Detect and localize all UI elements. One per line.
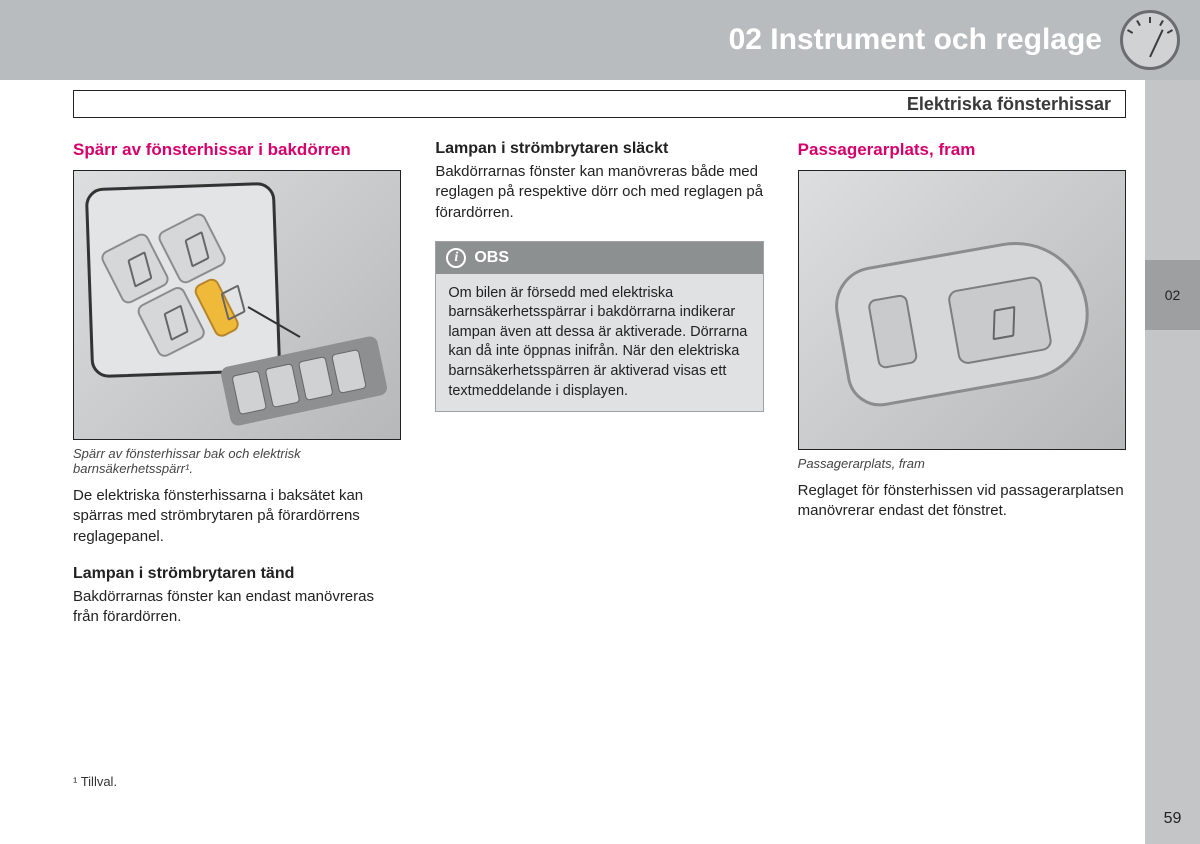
chapter-banner: 02 Instrument och reglage — [0, 0, 1200, 80]
col1-sub1-title: Lampan i strömbrytaren tänd — [73, 565, 401, 583]
col1-sub1-body: Bakdörrarnas fönster kan endast manövrer… — [73, 587, 401, 628]
page-number-box: 59 — [1145, 794, 1200, 844]
section-header-box: Elektriska fönsterhissar — [73, 90, 1126, 118]
obs-body: Om bilen är försedd med elektriska barns… — [436, 274, 762, 411]
footnote: ¹ Tillval. — [73, 774, 117, 789]
footnote-text: ¹ Tillval. — [73, 774, 117, 789]
col1-body: De elektriska fönsterhissarna i baksätet… — [73, 486, 401, 547]
column-3: Passagerarplats, fram Passagerarplats, f… — [798, 140, 1126, 627]
figure-rear-lock — [73, 170, 401, 440]
side-tab-chapter: 02 — [1145, 260, 1200, 330]
column-1: Spärr av fönsterhissar i bakdörren Spärr… — [73, 140, 401, 627]
side-tab-label: 02 — [1165, 287, 1181, 303]
col2-body: Bakdörrarnas fönster kan manövreras både… — [435, 162, 763, 223]
section-header-title: Elektriska fönsterhissar — [907, 94, 1111, 115]
figure-passenger — [798, 170, 1126, 450]
gauge-icon — [1120, 10, 1180, 70]
chapter-title: 02 Instrument och reglage — [729, 23, 1102, 57]
page-number: 59 — [1164, 810, 1182, 828]
obs-callout: i OBS Om bilen är försedd med elektriska… — [435, 241, 763, 412]
figure-b-caption: Passagerarplats, fram — [798, 456, 1126, 471]
col3-heading: Passagerarplats, fram — [798, 140, 1126, 160]
obs-header: i OBS — [436, 242, 762, 274]
col3-body: Reglaget för fönsterhissen vid passagera… — [798, 481, 1126, 522]
content-grid: Spärr av fönsterhissar i bakdörren Spärr… — [73, 140, 1126, 627]
col2-heading: Lampan i strömbrytaren släckt — [435, 140, 763, 158]
figure-a-caption: Spärr av fönsterhissar bak och elektrisk… — [73, 446, 401, 476]
side-tab-bg — [1145, 80, 1200, 795]
col1-heading: Spärr av fönsterhissar i bakdörren — [73, 140, 401, 160]
column-2: Lampan i strömbrytaren släckt Bakdörrarn… — [435, 140, 763, 627]
info-icon: i — [446, 248, 466, 268]
obs-label: OBS — [474, 249, 509, 267]
